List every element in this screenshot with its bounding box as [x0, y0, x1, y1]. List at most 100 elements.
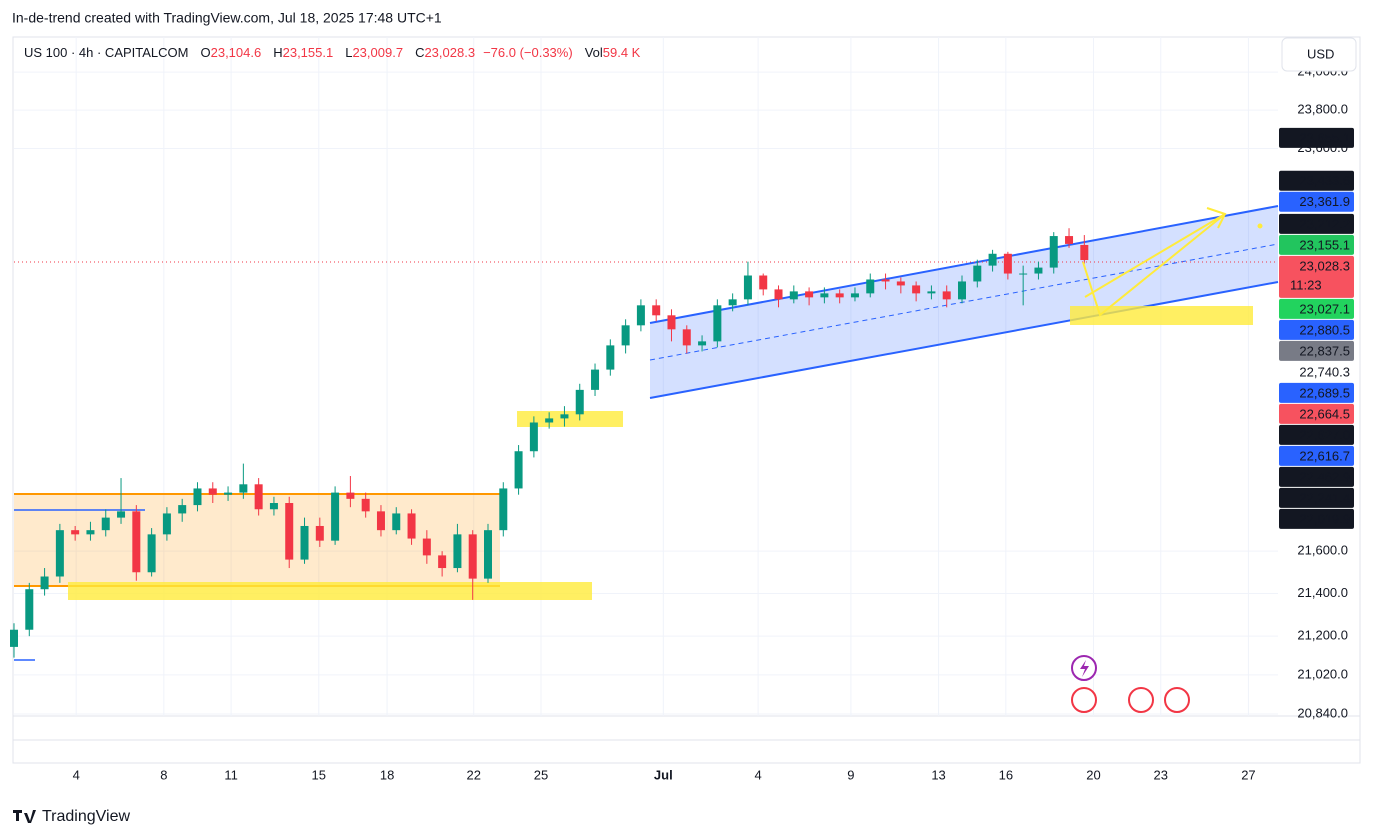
price-label-box — [1279, 424, 1354, 445]
x-tick-label: 22 — [466, 767, 480, 782]
arrow-head — [1206, 207, 1227, 229]
price-label-box — [1279, 508, 1354, 529]
chart-frame — [12, 36, 1361, 764]
x-tick-label: 4 — [755, 767, 762, 782]
candle-body — [927, 291, 936, 294]
legend-key: O — [200, 45, 210, 60]
price-label: 23,027.1 — [1299, 301, 1350, 316]
y-tick-label: 21,200.0 — [1297, 628, 1348, 643]
candle-body — [896, 281, 905, 286]
candle-body — [86, 530, 95, 535]
price-axis: 24,000.023,800.023,600.021,600.021,400.0… — [1279, 64, 1354, 720]
path-arrow — [1084, 213, 1226, 298]
price-label-box — [1279, 445, 1354, 466]
candle-body — [453, 534, 462, 569]
legend-value: 23,104.6 — [211, 45, 262, 60]
price-label: 22,462.9 — [1299, 469, 1350, 484]
candle-body — [315, 525, 324, 541]
legend: US 100 · 4h · CAPITALCOM O23,104.6 H23,155… — [24, 45, 641, 60]
legend-symbol: US 100 · 4h · CAPITALCOM — [24, 45, 188, 60]
candle-body — [300, 525, 309, 560]
arrows — [1082, 207, 1263, 317]
candle-body — [591, 369, 600, 390]
candle-body — [407, 513, 416, 539]
x-tick-label: 15 — [312, 767, 326, 782]
candle-body — [55, 530, 64, 577]
y-tick-label: 21,020.0 — [1297, 666, 1348, 681]
event-icon[interactable] — [1128, 687, 1154, 713]
marker-dot — [1257, 223, 1263, 229]
legend-key: L — [345, 45, 352, 60]
currency-button[interactable] — [1281, 37, 1357, 72]
candle-body — [621, 325, 630, 346]
candle-body — [193, 488, 202, 506]
candle-body — [346, 492, 355, 499]
event-icon[interactable] — [1164, 687, 1190, 713]
candle-body — [728, 299, 737, 306]
legend-value: 59.4 K — [603, 45, 641, 60]
x-tick-label: 18 — [380, 767, 394, 782]
price-label: 22,837.5 — [1299, 343, 1350, 358]
candle-body — [866, 279, 875, 294]
event-icon[interactable] — [1071, 687, 1097, 713]
price-label-box — [1279, 487, 1354, 508]
candle-body — [743, 275, 752, 300]
candle-body — [269, 503, 278, 510]
x-tick-label: 9 — [847, 767, 854, 782]
legend-value: −76.0 (−0.33%) — [483, 45, 573, 60]
candle-body — [422, 538, 431, 556]
price-label-box — [1279, 234, 1354, 255]
x-tick-label: 16 — [999, 767, 1013, 782]
price-label-box — [1279, 361, 1354, 382]
path-arrow — [1082, 213, 1226, 317]
candle-body — [1065, 236, 1074, 244]
currency-label: USD — [1307, 46, 1334, 61]
legend-key: C — [415, 45, 424, 60]
candle-body — [759, 275, 768, 290]
price-label: 22,627.0 — [1299, 427, 1350, 442]
price-label: 23,155.1 — [1299, 237, 1350, 252]
candle-body — [835, 293, 844, 298]
candle-body — [178, 505, 187, 514]
price-label-box — [1279, 403, 1354, 424]
x-tick-label: 11 — [224, 767, 238, 782]
candle-body — [652, 305, 661, 316]
candle-body — [40, 576, 49, 590]
x-tick-label: 8 — [160, 767, 167, 782]
price-label: 22,664.5 — [1299, 406, 1350, 421]
candle-body — [529, 422, 538, 452]
candle-body — [1003, 253, 1012, 274]
price-label-box — [1279, 466, 1354, 487]
price-label: 22,241.4 — [1299, 490, 1350, 505]
x-tick-label: 20 — [1086, 767, 1100, 782]
x-tick-label: 23 — [1154, 767, 1168, 782]
legend-key: Vol — [585, 45, 603, 60]
price-label: 23,028.3 — [1299, 258, 1350, 273]
candle-body — [117, 511, 126, 518]
candle-body — [285, 503, 294, 560]
candle-body — [484, 530, 492, 579]
candle-body — [392, 513, 401, 531]
price-label: 23,655.1 — [1299, 130, 1350, 145]
candles — [10, 228, 1089, 658]
candle-body — [636, 305, 645, 326]
y-tick-label: 21,600.0 — [1297, 543, 1348, 558]
logo-mark — [13, 810, 36, 823]
legend-key: H — [273, 45, 282, 60]
price-label-box — [1279, 340, 1354, 361]
price-label-box — [1279, 191, 1354, 212]
price-label-box — [1279, 298, 1354, 319]
price-label: 23,212.2 — [1299, 216, 1350, 231]
y-tick-label: 21,400.0 — [1297, 585, 1348, 600]
candle-body — [239, 484, 248, 493]
price-label-box — [1279, 213, 1354, 234]
attribution: In-de-trend created with TradingView.com… — [12, 10, 442, 26]
candle-body — [850, 293, 859, 298]
x-tick-label: 13 — [931, 767, 945, 782]
x-tick-label: Jul — [654, 767, 673, 782]
candle-body — [973, 265, 982, 282]
candle-body — [606, 345, 615, 370]
price-label: 22,689.5 — [1299, 385, 1350, 400]
